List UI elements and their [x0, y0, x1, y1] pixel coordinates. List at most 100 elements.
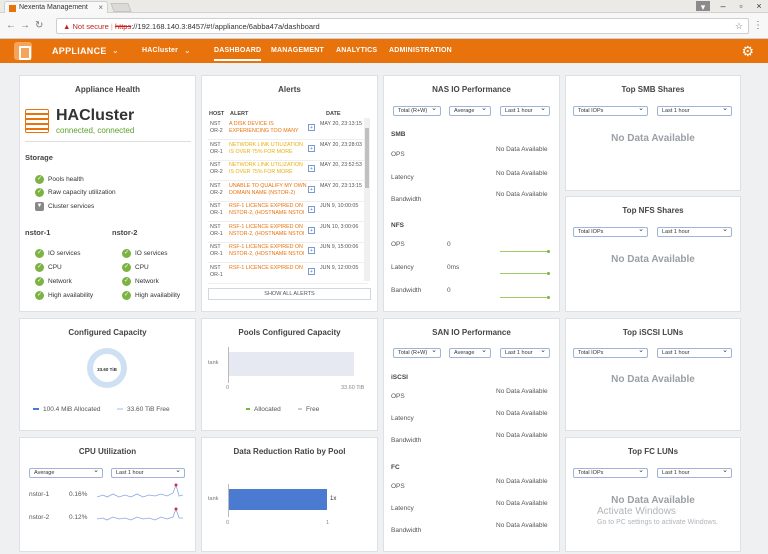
- alert-message[interactable]: NETWORK LINK UTILIZATION IS OVER 75% FOR…: [229, 162, 303, 175]
- metric-select[interactable]: Total (R+W): [393, 348, 441, 358]
- alert-message[interactable]: UNABLE TO QUALIFY MY OWN DOMAIN NAME (NS…: [229, 182, 307, 196]
- expand-icon[interactable]: +: [308, 206, 315, 213]
- period-select[interactable]: Last 1 hour: [500, 348, 550, 358]
- metric-select[interactable]: Total IOPs: [573, 227, 648, 237]
- metric-label: Latency: [391, 174, 414, 181]
- minimize-icon[interactable]: –: [720, 1, 726, 11]
- nexenta-logo-icon[interactable]: [14, 42, 32, 60]
- period-select[interactable]: Last 1 hour: [657, 106, 732, 116]
- user-icon[interactable]: ▾: [696, 1, 710, 12]
- legend-swatch: [298, 408, 302, 411]
- period-select[interactable]: Last 1 hour: [657, 227, 732, 237]
- health-item: ✓ IO services: [122, 249, 168, 258]
- maximize-icon[interactable]: ▫: [739, 1, 743, 11]
- no-data-message: No Data Available: [611, 133, 695, 144]
- aggregate-select[interactable]: Average: [449, 348, 491, 358]
- scrollbar-thumb[interactable]: [365, 128, 369, 188]
- chevron-down-icon[interactable]: ⌄: [112, 46, 119, 55]
- legend-swatch: [33, 408, 39, 411]
- alert-row[interactable]: NST OR-1 RSF-1 LICENCE EXPIRED ON NSTOR-2…: [208, 221, 368, 243]
- expand-icon[interactable]: +: [308, 226, 315, 234]
- health-item: ✓ IO services: [35, 249, 81, 258]
- favicon-icon: [9, 5, 16, 12]
- alert-row[interactable]: NST OR-1 RSF-1 LICENCE EXPIRED ON NSTOR-2…: [208, 241, 368, 263]
- tab-close-icon[interactable]: ×: [98, 3, 103, 12]
- alert-row[interactable]: NST OR-2 NETWORK LINK UTILIZATION IS OVER…: [208, 159, 368, 181]
- pool-bar-free: [228, 352, 354, 376]
- check-icon: ✓: [35, 249, 44, 258]
- top-smb-shares-card: Top SMB Shares: [565, 75, 741, 191]
- metric-select[interactable]: Total IOPs: [573, 348, 648, 358]
- axis-max: 33.60 TiB: [341, 385, 365, 391]
- cluster-selector[interactable]: HACluster: [142, 47, 179, 54]
- alert-row[interactable]: NST OR-2 UNABLE TO QUALIFY MY OWN DOMAIN …: [208, 180, 368, 202]
- axis-min: 0: [226, 385, 230, 391]
- period-select[interactable]: Last 1 hour: [111, 468, 185, 478]
- alert-host: NST OR-2: [210, 121, 223, 134]
- node-heading: nstor-1: [25, 228, 51, 237]
- check-icon: ✓: [35, 277, 44, 286]
- smb-heading: SMB: [391, 131, 406, 138]
- alert-message[interactable]: RSF-1 LICENCE EXPIRED ON: [229, 264, 303, 271]
- gear-icon[interactable]: ⚙: [741, 43, 754, 59]
- alert-message[interactable]: RSF-1 LICENCE EXPIRED ON NSTOR-2, (HOSTN…: [229, 223, 305, 237]
- warning-icon: ▲: [63, 22, 73, 31]
- capacity-donut-chart: 33.60 TiB: [87, 348, 127, 388]
- alert-message[interactable]: RSF-1 LICENCE EXPIRED ON NSTOR-2, (HOSTN…: [229, 203, 305, 216]
- close-window-icon[interactable]: ×: [756, 1, 762, 11]
- aggregate-select[interactable]: Average: [29, 468, 103, 478]
- activate-windows-hint: Go to PC settings to activate Windows.: [597, 519, 718, 526]
- alert-message[interactable]: NETWORK LINK UTILIZATION IS OVER 75% FOR…: [229, 141, 303, 155]
- expand-icon[interactable]: +: [308, 124, 315, 131]
- metric-select[interactable]: Total (R+W): [393, 106, 441, 116]
- browser-menu-icon[interactable]: ⋮: [753, 20, 763, 31]
- alert-row[interactable]: NST OR-1 RSF-1 LICENCE EXPIRED ON NSTOR-2…: [208, 200, 368, 222]
- legend-free: 33.60 TiB Free: [117, 406, 170, 413]
- forward-icon[interactable]: →: [20, 20, 30, 31]
- divider: [25, 141, 191, 142]
- iscsi-heading: iSCSI: [391, 374, 408, 381]
- period-select[interactable]: Last 1 hour: [500, 106, 550, 116]
- nav-management[interactable]: MANAGEMENT: [271, 47, 324, 54]
- check-icon: ✓: [122, 249, 131, 258]
- alert-message[interactable]: RSF-1 LICENCE EXPIRED ON NSTOR-2, (HOSTN…: [229, 244, 305, 257]
- alerts-scrollbar[interactable]: [364, 118, 370, 281]
- expand-icon[interactable]: +: [308, 247, 315, 254]
- browser-titlebar: Nexenta Management × ▾ – ▫ ×: [0, 0, 768, 13]
- new-tab-button[interactable]: [110, 3, 132, 12]
- card-title: Top iSCSI LUNs: [622, 328, 684, 337]
- card-title: Top FC LUNs: [627, 447, 679, 456]
- cluster-name: HACluster: [56, 107, 135, 124]
- health-item: ✓ High availability: [122, 291, 181, 300]
- expand-icon[interactable]: +: [308, 144, 315, 152]
- period-select[interactable]: Last 1 hour: [657, 348, 732, 358]
- expand-icon[interactable]: +: [308, 185, 315, 193]
- nav-analytics[interactable]: ANALYTICS: [336, 47, 378, 54]
- chevron-down-icon[interactable]: ⌄: [184, 46, 191, 55]
- metric-select[interactable]: Total IOPs: [573, 106, 648, 116]
- alert-message[interactable]: A DISK DEVICE IS EXPERIENCING TOO MANY S…: [229, 121, 299, 134]
- appliance-menu[interactable]: APPLIANCE: [52, 46, 107, 56]
- back-icon[interactable]: ←: [6, 20, 16, 31]
- nav-administration[interactable]: ADMINISTRATION: [389, 47, 452, 54]
- tab-title: Nexenta Management: [19, 4, 88, 11]
- cpu-value: 0.12%: [69, 514, 88, 521]
- alert-row[interactable]: NST OR-1 NETWORK LINK UTILIZATION IS OVER…: [208, 139, 368, 161]
- reload-icon[interactable]: ↻: [35, 20, 44, 31]
- alert-row[interactable]: NST OR-2 A DISK DEVICE IS EXPERIENCING TO…: [208, 118, 368, 140]
- aggregate-select[interactable]: Average: [449, 106, 491, 116]
- expand-icon[interactable]: +: [308, 165, 315, 172]
- bookmark-star-icon[interactable]: ☆: [734, 21, 743, 31]
- health-item: ✓ High availability: [35, 291, 94, 300]
- activate-windows-watermark: Activate Windows: [597, 506, 676, 517]
- nav-dashboard[interactable]: DASHBOARD: [214, 47, 262, 61]
- show-all-alerts-button[interactable]: SHOW ALL ALERTS: [208, 288, 371, 300]
- period-select[interactable]: Last 1 hour: [657, 468, 732, 478]
- alert-row[interactable]: NST OR-1 RSF-1 LICENCE EXPIRED ON + JUN 9, …: [208, 262, 368, 284]
- server-icon: [25, 109, 49, 133]
- alert-date: MAY 20, 23:28:03: [320, 141, 362, 148]
- browser-tab[interactable]: Nexenta Management ×: [4, 1, 108, 13]
- metric-select[interactable]: Total IOPs: [573, 468, 648, 478]
- expand-icon[interactable]: +: [308, 267, 315, 275]
- url-field[interactable]: ▲ Not secure | https://192.168.140.3:845…: [56, 18, 749, 34]
